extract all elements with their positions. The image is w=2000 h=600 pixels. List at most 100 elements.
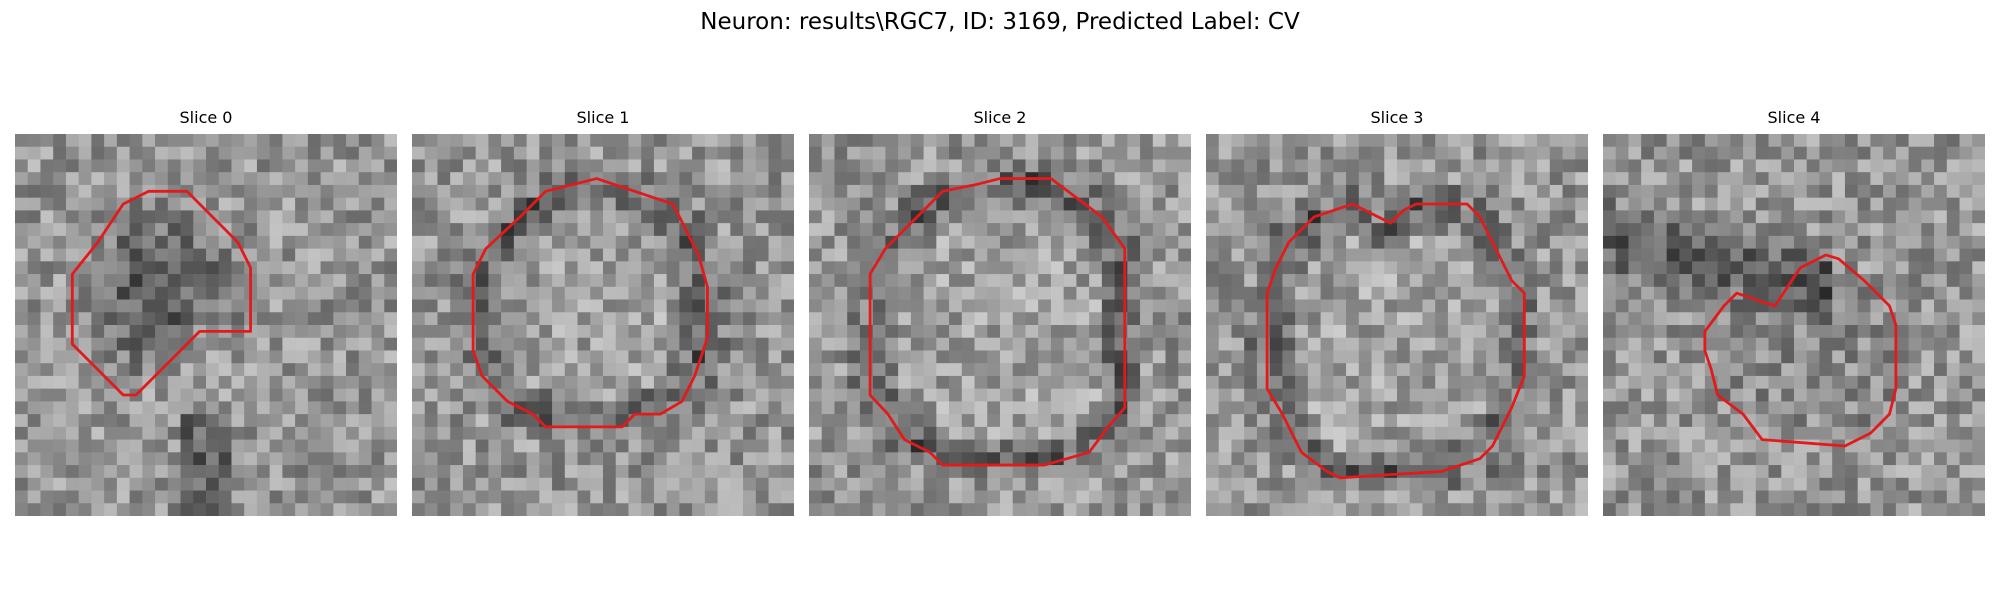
image-pixel (1320, 337, 1334, 351)
image-pixel (847, 134, 861, 147)
image-pixel (847, 274, 861, 288)
image-pixel (1295, 197, 1309, 211)
image-pixel (859, 477, 873, 491)
image-pixel (1050, 465, 1064, 479)
image-pixel (1653, 350, 1667, 364)
image-pixel (1231, 452, 1245, 466)
image-pixel (1307, 159, 1321, 173)
image-pixel (1679, 363, 1693, 377)
image-pixel (1282, 401, 1296, 415)
image-pixel (1921, 312, 1935, 326)
image-pixel (1743, 184, 1757, 198)
image-pixel (1435, 172, 1449, 186)
image-pixel (1819, 312, 1833, 326)
image-pixel (1000, 375, 1013, 389)
image-pixel (717, 210, 731, 224)
image-pixel (295, 248, 309, 262)
image-pixel (641, 210, 655, 224)
image-pixel (295, 465, 309, 479)
image-pixel (603, 223, 616, 237)
image-pixel (1549, 363, 1563, 377)
image-pixel (910, 375, 924, 389)
image-pixel (155, 210, 169, 224)
image-pixel (1575, 452, 1588, 466)
image-pixel (1127, 172, 1141, 186)
image-pixel (1653, 388, 1667, 402)
image-pixel (129, 503, 143, 516)
image-pixel (552, 274, 566, 288)
slice-image (1206, 134, 1588, 516)
image-pixel (475, 503, 489, 516)
image-pixel (1934, 439, 1948, 453)
image-pixel (1231, 184, 1245, 198)
image-pixel (1704, 261, 1718, 275)
image-pixel (666, 337, 680, 351)
image-pixel (1921, 503, 1935, 516)
image-pixel (1384, 159, 1398, 173)
image-pixel (1307, 197, 1321, 211)
image-pixel (526, 172, 540, 186)
image-pixel (1012, 159, 1026, 173)
image-pixel (768, 134, 782, 147)
image-pixel (1794, 388, 1807, 402)
image-pixel (1575, 439, 1588, 453)
image-pixel (282, 184, 296, 198)
image-pixel (743, 261, 757, 275)
image-pixel (53, 363, 67, 377)
image-pixel (180, 210, 194, 224)
image-pixel (1012, 274, 1026, 288)
image-pixel (142, 477, 156, 491)
image-pixel (1562, 172, 1576, 186)
image-pixel (743, 465, 757, 479)
image-pixel (91, 172, 105, 186)
image-pixel (488, 248, 502, 262)
image-pixel (717, 248, 731, 262)
image-pixel (872, 337, 886, 351)
image-pixel (129, 325, 143, 338)
image-pixel (1511, 184, 1525, 198)
image-pixel (1114, 426, 1128, 440)
image-pixel (1959, 312, 1973, 326)
image-pixel (1679, 235, 1693, 249)
image-pixel (218, 414, 232, 428)
image-pixel (358, 452, 372, 466)
image-pixel (1165, 184, 1179, 198)
image-pixel (1473, 261, 1487, 275)
image-pixel (282, 197, 296, 211)
image-pixel (129, 363, 143, 377)
image-pixel (206, 261, 219, 275)
image-pixel (1857, 363, 1871, 377)
image-pixel (104, 286, 118, 300)
image-pixel (244, 350, 258, 364)
image-pixel (577, 197, 591, 211)
image-pixel (1152, 337, 1166, 351)
image-pixel (295, 286, 309, 300)
image-pixel (834, 401, 848, 415)
image-pixel (730, 261, 744, 275)
image-pixel (615, 210, 629, 224)
image-pixel (1524, 172, 1538, 186)
image-pixel (1307, 184, 1321, 198)
image-pixel (1679, 350, 1693, 364)
image-pixel (1486, 197, 1500, 211)
image-pixel (834, 223, 848, 237)
image-pixel (1206, 146, 1219, 160)
image-pixel (1870, 426, 1884, 440)
image-pixel (1409, 426, 1423, 440)
image-pixel (1333, 388, 1347, 402)
image-pixel (847, 426, 861, 440)
image-pixel (1641, 197, 1655, 211)
image-pixel (1447, 184, 1461, 198)
image-pixel (358, 286, 372, 300)
image-pixel (1946, 261, 1960, 275)
image-pixel (116, 274, 130, 288)
image-pixel (1653, 363, 1667, 377)
image-pixel (1447, 414, 1461, 428)
image-pixel (1679, 248, 1693, 262)
image-pixel (1832, 375, 1846, 389)
image-pixel (142, 350, 156, 364)
image-pixel (1397, 363, 1410, 377)
image-pixel (1076, 210, 1090, 224)
image-pixel (371, 286, 385, 300)
image-pixel (1781, 159, 1795, 173)
